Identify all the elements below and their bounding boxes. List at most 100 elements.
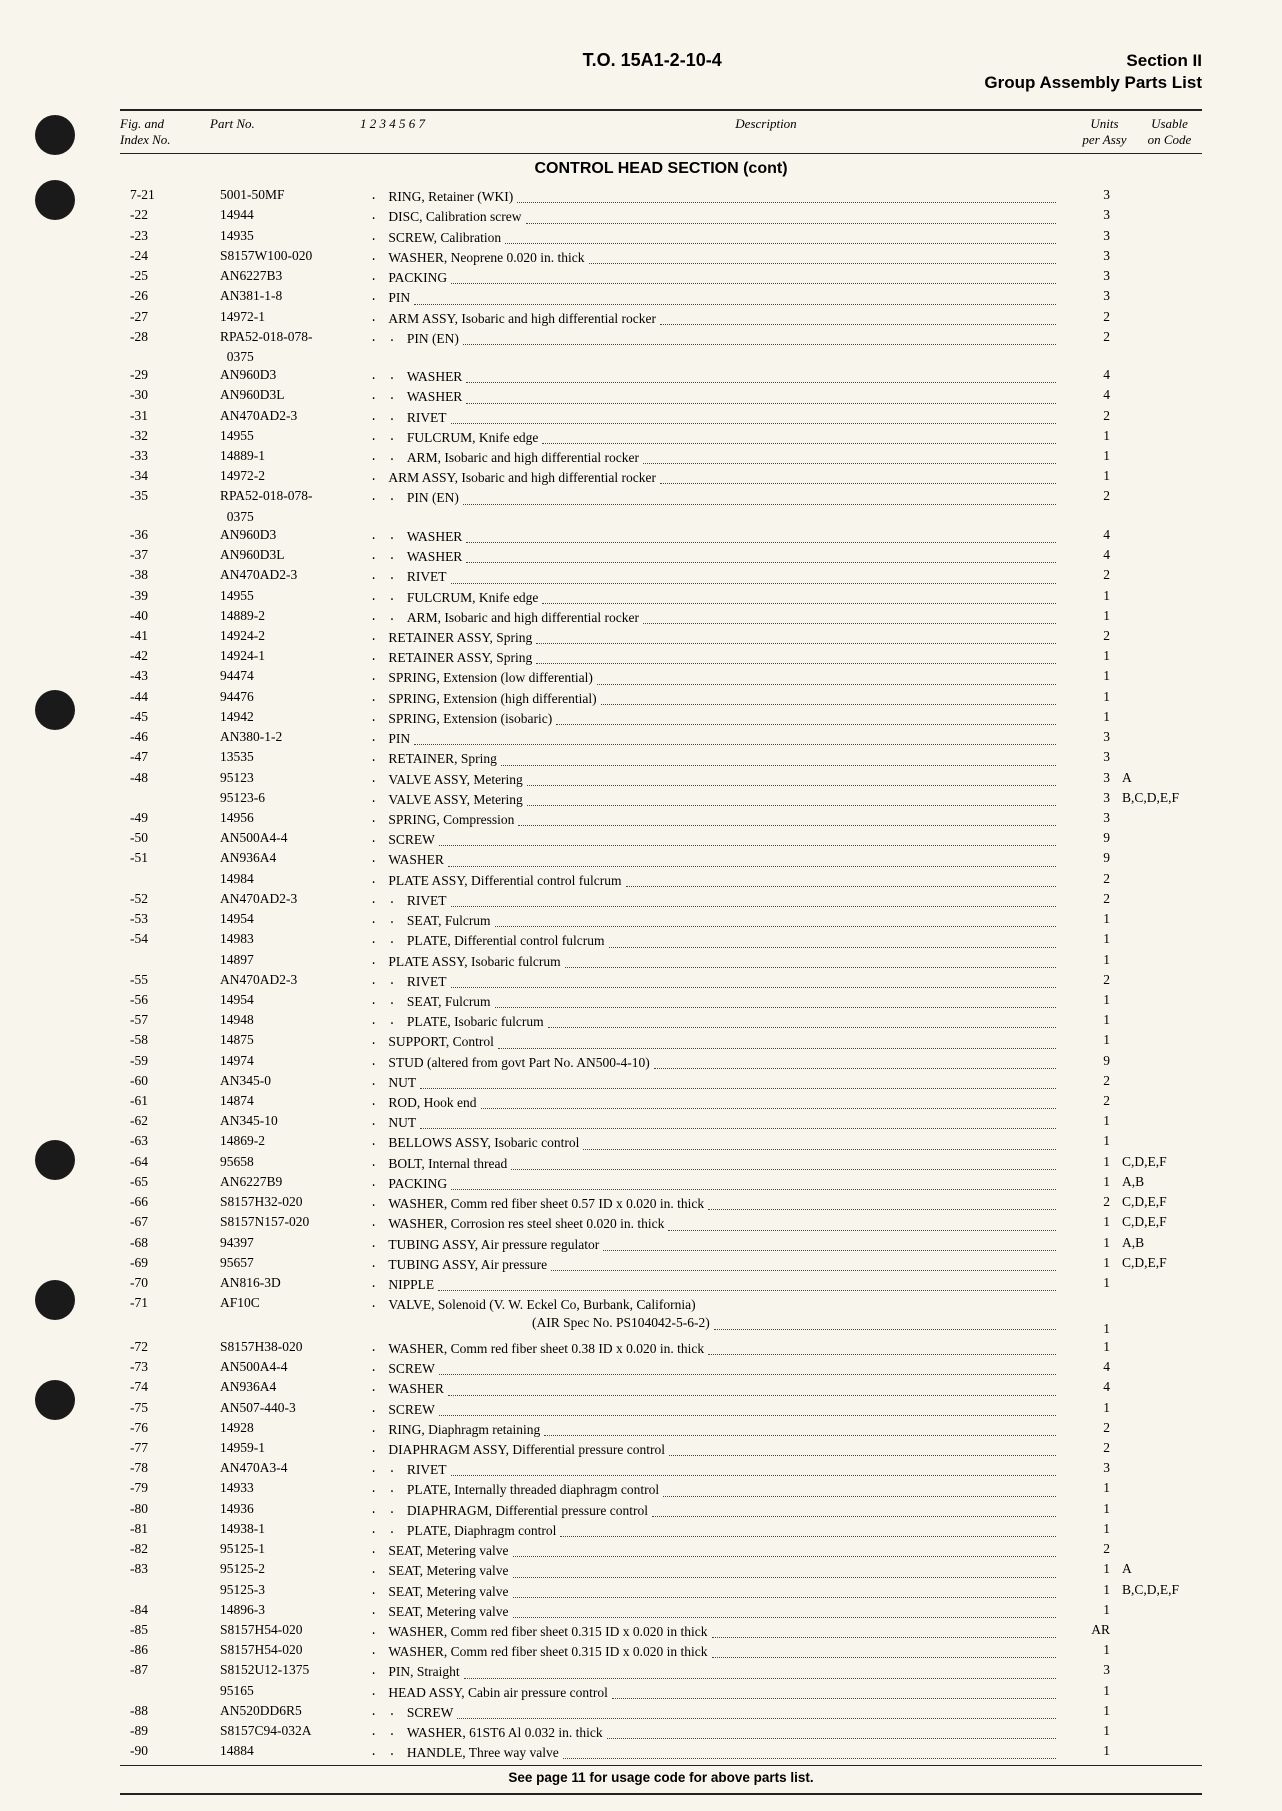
part-no: 14972-1 — [220, 308, 370, 326]
units-per-assy: 1 — [1060, 667, 1118, 685]
units-per-assy: 3 — [1060, 748, 1118, 766]
description: SCREW — [388, 831, 435, 849]
description-cell: . PACKING — [370, 1175, 1060, 1193]
table-row: -7714959-1. DIAPHRAGM ASSY, Differential… — [120, 1439, 1202, 1459]
leader-dots — [439, 831, 1056, 846]
table-row: -86S8157H54-020. WASHER, Comm red fiber … — [120, 1641, 1202, 1661]
description-cell: (AIR Spec No. PS104042-5-6-2) — [370, 1314, 1060, 1332]
table-row: -6495658. BOLT, Internal thread1C,D,E,F — [120, 1153, 1202, 1173]
index-no: -89 — [120, 1722, 220, 1740]
units-per-assy: 3 — [1060, 267, 1118, 285]
leader-dots — [495, 912, 1056, 927]
description: RING, Retainer (WKI) — [388, 188, 513, 206]
table-row: -65AN6227B9. PACKING1A,B — [120, 1173, 1202, 1193]
part-no: AN936A4 — [220, 849, 370, 867]
description-cell: . VALVE ASSY, Metering — [370, 791, 1060, 809]
leader-dots — [563, 1744, 1056, 1759]
leader-dots — [527, 791, 1056, 806]
index-no: -23 — [120, 227, 220, 245]
leader-dots — [560, 1522, 1056, 1537]
description: NIPPLE — [388, 1276, 434, 1294]
leader-dots — [464, 1663, 1056, 1678]
table-row: -31AN470AD2-3. . RIVET2 — [120, 407, 1202, 427]
index-no: -76 — [120, 1419, 220, 1437]
indent-dots: . — [370, 310, 388, 328]
leader-dots — [466, 368, 1056, 383]
index-no: 7-21 — [120, 186, 220, 204]
part-no: 14935 — [220, 227, 370, 245]
indent-dots: . — [370, 1094, 388, 1112]
table-row: -67S8157N157-020. WASHER, Corrosion res … — [120, 1213, 1202, 1233]
leader-dots — [466, 548, 1056, 563]
description-cell: . . WASHER — [370, 388, 1060, 406]
part-no: AN470AD2-3 — [220, 890, 370, 908]
indent-dots: . . — [370, 993, 407, 1011]
description-cell: . . PLATE, Internally threaded diaphragm… — [370, 1481, 1060, 1499]
units-per-assy: 3 — [1060, 769, 1118, 787]
description-cell: . . SEAT, Fulcrum — [370, 993, 1060, 1011]
index-no: -36 — [120, 526, 220, 544]
table-row: -74AN936A4. WASHER4 — [120, 1378, 1202, 1398]
indent-dots: . — [370, 1603, 388, 1621]
part-no: S8152U12-1375 — [220, 1661, 370, 1679]
index-no: -57 — [120, 1011, 220, 1029]
table-row: -85S8157H54-020. WASHER, Comm red fiber … — [120, 1621, 1202, 1641]
leader-dots — [463, 330, 1056, 345]
leader-dots — [420, 1074, 1056, 1089]
table-row: -88AN520DD6R5. . SCREW1 — [120, 1702, 1202, 1722]
part-no: 14972-2 — [220, 467, 370, 485]
description-cell: . WASHER, Comm red fiber sheet 0.57 ID x… — [370, 1195, 1060, 1213]
indent-dots: . — [370, 649, 388, 667]
indent-dots: . — [370, 690, 388, 708]
table-row: -89S8157C94-032A. . WASHER, 61ST6 Al 0.0… — [120, 1722, 1202, 1742]
leader-dots — [451, 568, 1056, 583]
indent-dots: . — [370, 289, 388, 307]
description-cell: . . FULCRUM, Knife edge — [370, 429, 1060, 447]
index-no: -78 — [120, 1459, 220, 1477]
index-no: -30 — [120, 386, 220, 404]
description-cell: . . WASHER — [370, 528, 1060, 546]
description-cell: . . PIN (EN) — [370, 489, 1060, 507]
description-cell: . WASHER, Neoprene 0.020 in. thick — [370, 249, 1060, 267]
part-no: 14983 — [220, 930, 370, 948]
part-no: 94474 — [220, 667, 370, 685]
description-cell: . SEAT, Metering valve — [370, 1603, 1060, 1621]
leader-dots — [669, 1441, 1056, 1456]
description-cell: . WASHER, Comm red fiber sheet 0.38 ID x… — [370, 1340, 1060, 1358]
description-cell: . DISC, Calibration screw — [370, 208, 1060, 226]
description-cell: . TUBING ASSY, Air pressure regulator — [370, 1236, 1060, 1254]
units-per-assy: 1 — [1060, 1702, 1118, 1720]
description: DIAPHRAGM ASSY, Differential pressure co… — [388, 1441, 665, 1459]
description-cell: . VALVE ASSY, Metering — [370, 771, 1060, 789]
description: DIAPHRAGM, Differential pressure control — [407, 1502, 648, 1520]
units-per-assy: 1 — [1060, 587, 1118, 605]
units-per-assy: 1 — [1060, 1213, 1118, 1231]
index-no: -47 — [120, 748, 220, 766]
index-no: -25 — [120, 267, 220, 285]
leader-dots — [463, 489, 1056, 504]
part-no: 14869-2 — [220, 1132, 370, 1150]
index-no: -44 — [120, 688, 220, 706]
description-cell: . . ARM, Isobaric and high differential … — [370, 449, 1060, 467]
description-cell: . SPRING, Extension (isobaric) — [370, 710, 1060, 728]
table-row: -4713535. RETAINER, Spring3 — [120, 748, 1202, 768]
index-no: -75 — [120, 1399, 220, 1417]
table-row: -4914956. SPRING, Compression3 — [120, 809, 1202, 829]
units-per-assy: 3 — [1060, 247, 1118, 265]
description: RIVET — [407, 973, 447, 991]
indent-dots: . — [370, 229, 388, 247]
description: WASHER — [407, 548, 463, 566]
units-per-assy: 1 — [1060, 951, 1118, 969]
description: ARM, Isobaric and high differential rock… — [407, 609, 639, 627]
index-no: -26 — [120, 287, 220, 305]
leader-dots — [601, 690, 1056, 705]
table-row: -52AN470AD2-3. . RIVET2 — [120, 890, 1202, 910]
leader-dots — [551, 1256, 1056, 1271]
part-no: AN6227B3 — [220, 267, 370, 285]
leader-dots — [556, 710, 1056, 725]
description: VALVE ASSY, Metering — [388, 791, 522, 809]
description: HANDLE, Three way valve — [407, 1744, 559, 1762]
description: SPRING, Extension (low differential) — [388, 669, 592, 687]
description: PLATE, Isobaric fulcrum — [407, 1013, 544, 1031]
description-cell: . ARM ASSY, Isobaric and high differenti… — [370, 469, 1060, 487]
